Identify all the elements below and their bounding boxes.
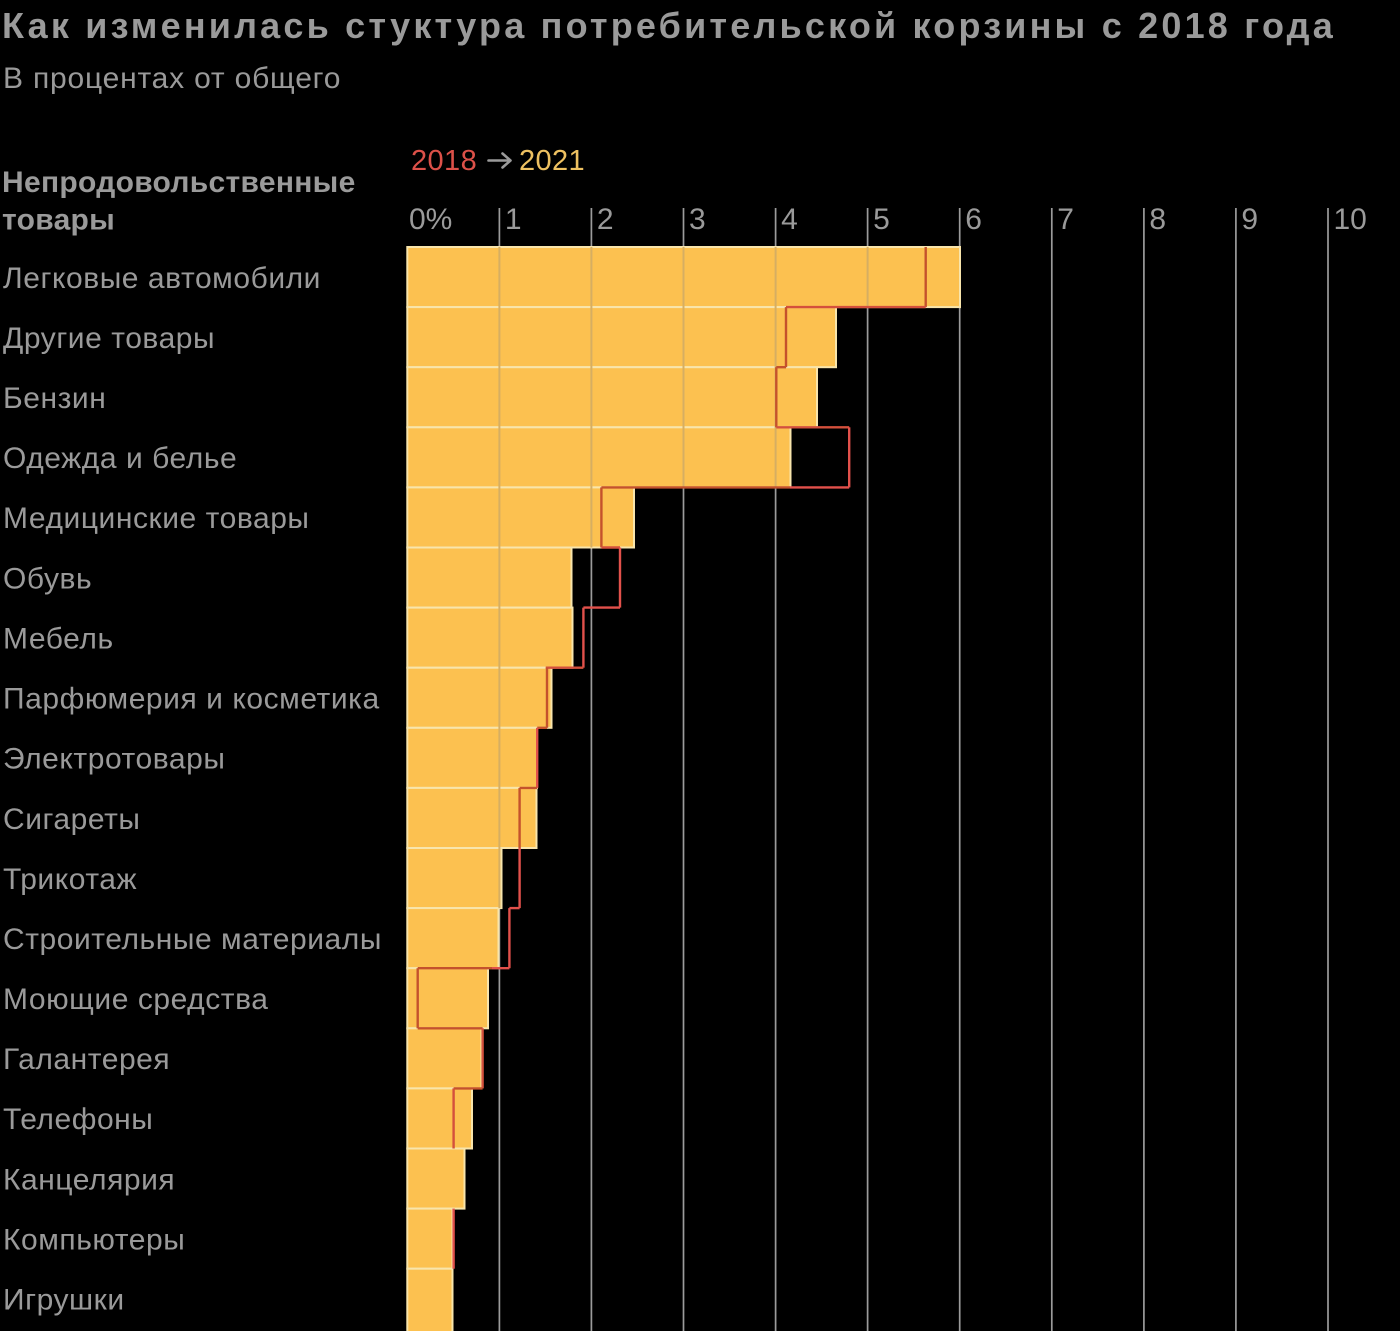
svg-text:Телефоны: Телефоны [3, 1103, 153, 1136]
svg-text:Обувь: Обувь [3, 562, 92, 595]
svg-text:Сигареты: Сигареты [3, 803, 140, 836]
svg-text:4: 4 [781, 203, 798, 236]
svg-text:Как изменилась стуктура потреб: Как изменилась стуктура потребительской … [2, 5, 1336, 46]
svg-text:Мебель: Мебель [3, 623, 114, 656]
svg-text:Строительные материалы: Строительные материалы [3, 923, 382, 956]
svg-text:Игрушки: Игрушки [3, 1284, 125, 1317]
svg-text:Парфюмерия и косметика: Парфюмерия и косметика [3, 683, 380, 716]
svg-text:Галантерея: Галантерея [3, 1043, 170, 1076]
svg-text:8: 8 [1149, 203, 1166, 236]
svg-text:10: 10 [1334, 203, 1367, 236]
svg-text:1: 1 [505, 203, 522, 236]
svg-text:товары: товары [2, 204, 115, 237]
svg-text:Моющие средства: Моющие средства [3, 983, 268, 1016]
svg-text:2: 2 [597, 203, 614, 236]
svg-text:Электротовары: Электротовары [3, 743, 225, 776]
svg-text:Медицинские товары: Медицинские товары [3, 502, 310, 535]
svg-text:Компьютеры: Компьютеры [3, 1224, 185, 1257]
svg-text:5: 5 [873, 203, 890, 236]
svg-text:0%: 0% [409, 203, 452, 236]
svg-text:Непродовольственные: Непродовольственные [2, 166, 356, 199]
svg-text:7: 7 [1057, 203, 1074, 236]
svg-text:Легковые автомобили: Легковые автомобили [3, 262, 321, 295]
svg-text:6: 6 [965, 203, 982, 236]
svg-text:В процентах от общего: В процентах от общего [3, 62, 341, 95]
svg-text:2018 — 2021: 2018 — 2021 [411, 145, 585, 177]
svg-text:Одежда и белье: Одежда и белье [3, 442, 237, 475]
svg-text:9: 9 [1241, 203, 1258, 236]
svg-text:Трикотаж: Трикотаж [3, 863, 137, 896]
svg-text:Бензин: Бензин [3, 382, 106, 415]
svg-text:Другие товары: Другие товары [3, 322, 215, 355]
svg-text:Канцелярия: Канцелярия [3, 1163, 175, 1196]
svg-text:3: 3 [689, 203, 706, 236]
